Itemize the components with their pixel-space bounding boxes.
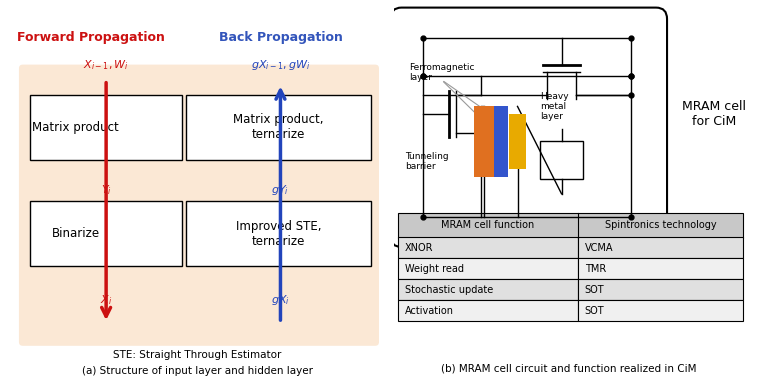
Text: Tunneling
barrier: Tunneling barrier — [405, 152, 449, 171]
Text: (a) Structure of input layer and hidden layer: (a) Structure of input layer and hidden … — [82, 366, 312, 375]
Bar — [398, 300, 578, 321]
Text: $gX_{i-1}, gW_i$: $gX_{i-1}, gW_i$ — [251, 58, 310, 71]
FancyBboxPatch shape — [390, 8, 667, 247]
Text: SOT: SOT — [585, 306, 604, 316]
Text: TMR: TMR — [585, 264, 606, 274]
Bar — [578, 238, 744, 258]
Text: $X_i$: $X_i$ — [100, 293, 112, 307]
Text: XNOR: XNOR — [405, 243, 434, 253]
Text: Weight read: Weight read — [405, 264, 464, 274]
Text: Matrix product: Matrix product — [33, 121, 119, 134]
Bar — [186, 201, 371, 266]
Bar — [30, 95, 182, 160]
Bar — [30, 201, 182, 266]
Bar — [186, 95, 371, 160]
Bar — [509, 114, 526, 169]
Text: Forward Propagation: Forward Propagation — [17, 32, 165, 44]
Text: MRAM cell
for CiM: MRAM cell for CiM — [682, 100, 747, 128]
Text: Spintronics technology: Spintronics technology — [605, 220, 716, 230]
Text: STE: Straight Through Estimator: STE: Straight Through Estimator — [113, 350, 281, 360]
Bar — [494, 106, 508, 177]
Text: MRAM cell function: MRAM cell function — [441, 220, 534, 230]
Bar — [398, 213, 744, 238]
Text: $X_{i-1}, W_i$: $X_{i-1}, W_i$ — [83, 58, 129, 71]
Text: $gY_i$: $gY_i$ — [271, 183, 290, 197]
Bar — [398, 238, 578, 258]
Text: $Y_i$: $Y_i$ — [101, 183, 111, 197]
Bar — [475, 106, 494, 177]
Text: (b) MRAM cell circuit and function realized in CiM: (b) MRAM cell circuit and function reali… — [441, 364, 697, 374]
Text: $gX_i$: $gX_i$ — [271, 293, 290, 307]
Text: Ferromagnetic
layer: Ferromagnetic layer — [409, 62, 475, 82]
Text: Back Propagation: Back Propagation — [218, 32, 343, 44]
FancyBboxPatch shape — [19, 65, 379, 346]
Bar — [540, 141, 584, 179]
Bar — [578, 300, 744, 321]
Text: Stochastic update: Stochastic update — [405, 285, 493, 295]
Text: SOT: SOT — [585, 285, 604, 295]
Bar — [578, 279, 744, 300]
Text: Matrix product,
ternarize: Matrix product, ternarize — [233, 113, 324, 141]
Bar — [398, 258, 578, 279]
Text: Binarize: Binarize — [52, 227, 100, 240]
Bar — [398, 279, 578, 300]
Text: Improved STE,
ternarize: Improved STE, ternarize — [236, 220, 321, 248]
Bar — [578, 258, 744, 279]
Text: Heavy
metal
layer: Heavy metal layer — [540, 92, 568, 121]
Text: VCMA: VCMA — [585, 243, 613, 253]
Text: Activation: Activation — [405, 306, 454, 316]
